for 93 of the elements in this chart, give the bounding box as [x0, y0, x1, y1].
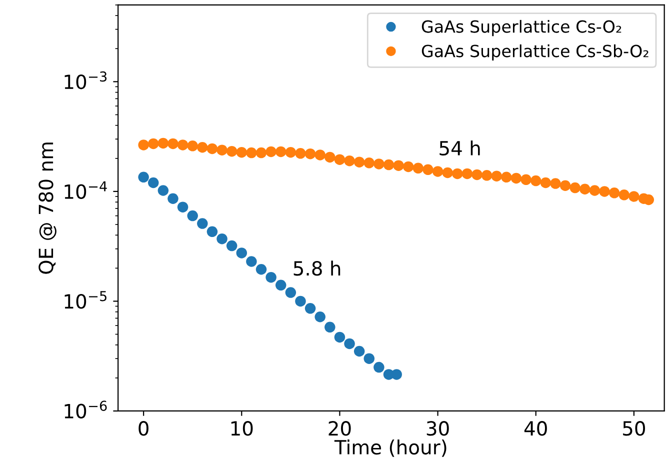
point	[344, 155, 355, 166]
x-tick-label: 40	[524, 421, 547, 436]
annotation: 54 h	[440, 140, 480, 156]
point	[314, 150, 326, 160]
point	[285, 146, 296, 158]
point	[510, 172, 522, 184]
point	[187, 210, 198, 222]
point	[608, 188, 620, 198]
point	[481, 170, 492, 181]
point	[314, 311, 326, 322]
point	[570, 182, 580, 194]
legend-label: GaAs Superlattice Cs-O₂	[422, 20, 622, 36]
point	[442, 167, 453, 178]
point	[226, 240, 238, 252]
point	[197, 218, 208, 229]
point	[344, 338, 355, 350]
annotation: 5.8 h	[294, 260, 340, 276]
x-axis-title: Time (hour)	[334, 440, 446, 457]
point	[383, 159, 394, 170]
point	[452, 168, 463, 180]
x-tick-label: 0	[138, 421, 148, 436]
point	[295, 296, 306, 307]
point	[266, 146, 276, 158]
point	[246, 256, 257, 267]
point	[520, 174, 532, 186]
point	[304, 303, 316, 314]
point	[393, 160, 404, 171]
point	[374, 158, 384, 170]
point	[628, 191, 640, 202]
point	[168, 193, 178, 204]
point	[138, 172, 149, 183]
point	[354, 346, 365, 357]
point	[148, 138, 159, 150]
x-tick-label: 30	[426, 421, 449, 436]
point	[158, 138, 169, 149]
point	[618, 190, 630, 200]
point	[256, 264, 267, 275]
y-axis-title: QE @ 780 nm	[38, 142, 56, 274]
x-tick-label: 10	[231, 421, 253, 436]
point	[334, 332, 346, 343]
point	[177, 202, 188, 212]
point	[304, 148, 316, 160]
point	[187, 140, 198, 152]
legend-label: GaAs Superlattice Cs-Sb-O₂	[422, 44, 648, 61]
point	[550, 178, 561, 189]
point	[226, 146, 238, 157]
point	[275, 146, 286, 158]
point	[491, 170, 502, 182]
point	[236, 146, 248, 158]
point	[432, 166, 444, 177]
point	[364, 158, 375, 168]
x-tick-label: 20	[328, 421, 351, 436]
point	[158, 185, 169, 196]
point	[501, 172, 512, 183]
point	[148, 177, 159, 188]
point	[266, 272, 276, 283]
x-tick-label: 50	[623, 421, 646, 436]
point	[472, 169, 482, 180]
point	[324, 322, 336, 333]
point	[402, 161, 414, 172]
point	[295, 148, 306, 159]
y-tick-label: 10$^{−3}$	[64, 71, 107, 90]
point	[354, 156, 365, 168]
point	[324, 152, 336, 163]
point	[256, 147, 267, 158]
point	[197, 142, 208, 153]
point	[177, 140, 188, 150]
point	[275, 280, 286, 291]
point	[589, 185, 600, 196]
y-tick-label: 10$^{−5}$	[64, 291, 106, 309]
point	[540, 177, 552, 188]
y-tick-label: 10$^{−6}$	[64, 400, 107, 418]
point	[216, 144, 228, 156]
point	[462, 168, 473, 180]
point	[334, 154, 346, 165]
point	[216, 233, 228, 244]
point	[206, 143, 218, 154]
point	[285, 287, 296, 298]
point	[246, 147, 257, 158]
point	[560, 180, 571, 191]
point	[412, 162, 424, 174]
point	[364, 353, 375, 364]
point	[206, 226, 218, 238]
point	[168, 138, 178, 150]
point	[236, 248, 248, 258]
point	[391, 369, 402, 380]
point	[422, 164, 434, 176]
point	[530, 175, 542, 186]
point	[138, 140, 149, 150]
point	[580, 184, 590, 194]
point	[374, 362, 384, 373]
point	[599, 186, 610, 197]
y-tick-label: 10$^{−4}$	[64, 181, 107, 199]
